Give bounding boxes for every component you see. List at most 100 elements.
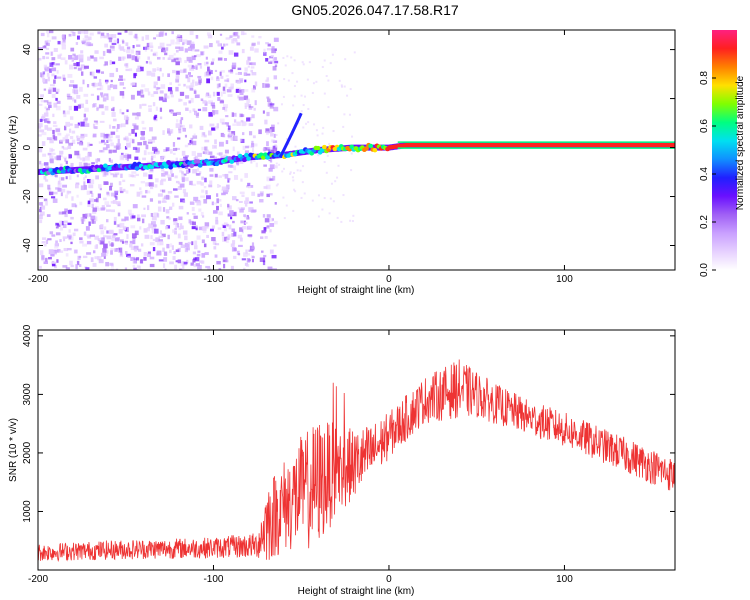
spectrogram-noise-cell [86, 234, 92, 238]
spectrogram-noise-cell [74, 99, 77, 103]
spectrogram-noise-cell [229, 69, 234, 74]
spectrogram-noise-cell [197, 250, 201, 253]
spectrogram-noise-cell [91, 203, 94, 208]
spectrogram-noise-cell [184, 155, 189, 158]
spectrogram-noise-cell [325, 171, 328, 174]
spectrogram-noise-cell [119, 91, 125, 96]
spectrogram-noise-cell [244, 102, 250, 107]
spectrogram-noise-cell [292, 209, 295, 212]
spectrogram-noise-cell [100, 34, 103, 39]
spectrogram-noise-cell [115, 67, 119, 72]
spectrogram-noise-cell [221, 192, 226, 196]
spectrogram-noise-cell [122, 56, 126, 60]
spectrogram-noise-cell [212, 210, 218, 214]
spectrogram-noise-cell [257, 41, 260, 45]
x-tick-label: 0 [386, 574, 392, 585]
spectrogram-noise-cell [175, 147, 181, 151]
spectrogram-noise-cell [271, 124, 275, 128]
spectrogram-noise-cell [328, 143, 331, 146]
spectrogram-noise-cell [93, 220, 96, 224]
spectrogram-noise-cell [85, 267, 90, 270]
spectrogram-noise-cell [149, 62, 152, 65]
spectrogram-noise-cell [258, 129, 262, 135]
spectrogram-noise-cell [169, 90, 173, 95]
y-tick-label: -40 [22, 238, 33, 253]
spectrogram-noise-cell [87, 142, 91, 148]
spectrogram-noise-cell [247, 253, 251, 256]
spectrogram-noise-cell [143, 251, 147, 256]
spectrogram-noise-cell [211, 58, 215, 61]
spectrogram-noise-cell [191, 183, 196, 186]
spectrogram-noise-cell [42, 237, 47, 240]
spectrogram-noise-cell [118, 44, 122, 50]
chart-title: GN05.2026.047.17.58.R17 [291, 2, 459, 18]
spectrogram-noise-cell [244, 203, 248, 207]
spectrogram-noise-cell [332, 130, 335, 133]
spectrogram-noise-cell [62, 110, 66, 115]
spectrogram-noise-cell [68, 236, 72, 240]
spectrogram-noise-cell [43, 88, 47, 91]
spectrogram-noise-cell [76, 95, 81, 99]
spectrogram-noise-cell [197, 264, 202, 270]
spectrogram-noise-cell [271, 139, 275, 143]
spectrogram-noise-cell [195, 173, 201, 176]
spectrogram-noise-cell [243, 72, 248, 76]
spectrogram-noise-cell [172, 147, 178, 152]
spectrogram-noise-cell [102, 147, 108, 151]
ridge-cell [368, 143, 374, 149]
spectrogram-noise-cell [241, 225, 247, 230]
spectrogram-noise-cell [226, 184, 230, 190]
spectrogram-noise-cell [180, 244, 186, 249]
spectrogram-noise-cell [269, 164, 275, 170]
spectrogram-noise-cell [266, 141, 269, 147]
spectrogram-noise-cell [293, 172, 296, 175]
spectrogram-noise-cell [212, 109, 215, 114]
spectrogram-noise-cell [246, 216, 250, 220]
spectrogram-noise-cell [41, 258, 46, 262]
spectrogram-noise-cell [189, 180, 193, 185]
spectrogram-noise-cell [154, 114, 158, 119]
spectrogram-noise-cell [106, 144, 110, 149]
spectrogram-noise-cell [76, 54, 80, 60]
spectrogram-noise-cell [168, 217, 171, 220]
spectrogram-noise-cell [223, 263, 226, 269]
spectrogram-noise-cell [89, 235, 94, 238]
spectrogram-noise-cell [65, 267, 70, 270]
spectrogram-noise-cell [182, 39, 188, 44]
snr-xlabel: Height of straight line (km) [298, 586, 415, 597]
spectrogram-noise-cell [186, 85, 191, 89]
spectrogram-noise-cell [329, 62, 332, 65]
spectrogram-noise-cell [271, 218, 274, 221]
spectrogram-noise-cell [190, 41, 195, 46]
spectrogram-noise-cell [120, 154, 124, 160]
spectrogram-noise-cell [118, 247, 123, 253]
spectrogram-noise-cell [186, 56, 192, 62]
spectrogram-noise-cell [246, 73, 251, 76]
spectrogram-noise-cell [201, 253, 206, 258]
spectrogram-noise-cell [177, 57, 182, 63]
spectrogram-noise-cell [262, 260, 266, 266]
spectrogram-noise-cell [164, 171, 169, 176]
spectrogram-noise-cell [115, 145, 120, 150]
spectrogram-noise-cell [172, 229, 176, 233]
spectrogram-noise-cell [56, 100, 61, 104]
spectrogram-noise-cell [173, 251, 176, 255]
spectrogram-noise-cell [336, 216, 339, 219]
spectrogram-noise-cell [114, 191, 119, 196]
spectrogram-noise-cell [349, 88, 352, 91]
spectrogram-noise-cell [158, 239, 163, 242]
spectrogram-noise-cell [113, 145, 117, 149]
spectrogram-noise-cell [48, 191, 54, 196]
spectrogram-noise-cell [56, 76, 62, 79]
spectrogram-noise-cell [84, 117, 88, 121]
spectrogram-noise-cell [108, 37, 113, 43]
spectrogram-noise-cell [168, 132, 171, 136]
spectrogram-noise-cell [251, 256, 255, 259]
spectrogram-noise-cell [47, 152, 52, 156]
spectrogram-noise-cell [119, 46, 125, 51]
spectrogram-noise-cell [178, 225, 182, 230]
spectrogram-noise-cell [198, 78, 202, 84]
spectrogram-noise-cell [263, 52, 267, 56]
spectrogram-noise-cell [87, 202, 91, 207]
spectrogram-noise-cell [112, 199, 117, 204]
